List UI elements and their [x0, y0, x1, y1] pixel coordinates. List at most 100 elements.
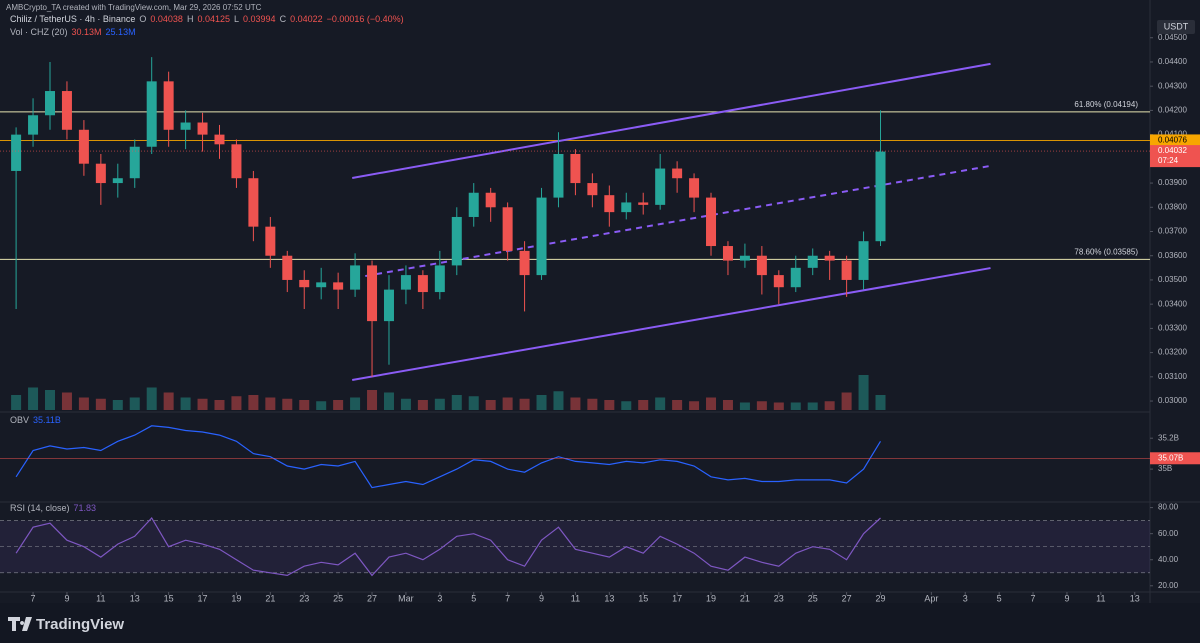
x-tick-label: 27: [842, 593, 852, 603]
x-tick-label: 11: [571, 593, 580, 603]
candle-body: [78, 129, 89, 164]
x-tick-label: 27: [367, 593, 377, 603]
candle-body: [790, 267, 801, 288]
last-price-box: [1150, 145, 1200, 168]
legend-item: OBV: [10, 415, 29, 425]
x-tick-label: Apr: [924, 593, 938, 603]
volume-bar: [807, 402, 818, 410]
y-tick-label: 40.00: [1158, 555, 1179, 564]
candle-body: [638, 202, 649, 205]
candle-body: [570, 154, 581, 184]
volume-bar: [112, 400, 123, 410]
candle-body: [875, 151, 886, 242]
indicator-line: [15, 425, 882, 489]
legend-item: O: [139, 14, 146, 24]
candle-body: [604, 195, 615, 213]
volume-bar: [706, 397, 717, 410]
candle-body: [231, 144, 242, 179]
y-tick-label: 0.03600: [1158, 251, 1187, 260]
candle-body: [400, 275, 411, 290]
candle-body: [95, 163, 106, 184]
x-tick-label: 25: [333, 593, 343, 603]
volume-bar: [180, 397, 191, 410]
y-tick-label: 20.00: [1158, 581, 1179, 590]
volume-bar: [316, 401, 327, 410]
volume-bar: [129, 397, 140, 410]
candle-body: [722, 246, 733, 261]
candle-body: [129, 146, 140, 179]
volume-bar: [367, 390, 378, 410]
volume-bar: [468, 396, 479, 410]
volume-bar: [350, 397, 361, 410]
volume-bar: [45, 390, 55, 410]
candle-body: [265, 226, 276, 256]
x-tick-label: 19: [231, 593, 241, 603]
legend-item: 35.11B: [33, 415, 61, 425]
obv-last-label: 35.07B: [1158, 453, 1183, 462]
legend-item: 0.04125: [197, 14, 230, 24]
x-tick-label: 21: [740, 593, 750, 603]
candle-body: [621, 202, 632, 213]
legend-item: Vol · CHZ (20): [10, 27, 68, 37]
candle-body: [451, 216, 462, 266]
candle-body: [468, 192, 479, 217]
y-tick-label: 0.04400: [1158, 57, 1187, 66]
volume-bar: [146, 387, 157, 410]
volume-bar: [333, 400, 344, 410]
volume-bar: [265, 397, 276, 410]
channel-line: [352, 62, 991, 179]
legend-item: −0.00016 (−0.40%): [327, 14, 404, 24]
candle-body: [655, 168, 666, 205]
candle-body: [214, 134, 225, 145]
x-tick-label: 13: [604, 593, 614, 603]
volume-bar: [197, 398, 208, 410]
volume-bar: [841, 392, 852, 410]
volume-bar: [739, 402, 750, 410]
volume-bar: [451, 395, 462, 410]
x-tick-label: 9: [1064, 593, 1069, 603]
y-tick-label: 35.2B: [1158, 433, 1179, 442]
candle-body: [689, 178, 700, 198]
x-tick-label: Mar: [398, 593, 414, 603]
candle-body: [61, 91, 72, 130]
logo: [8, 617, 32, 631]
x-tick-label: 7: [505, 593, 510, 603]
candle-body: [706, 197, 717, 247]
candle-body: [824, 255, 835, 261]
volume-bar: [790, 402, 801, 410]
volume-bar: [773, 402, 784, 410]
x-tick-label: 9: [64, 593, 69, 603]
x-tick-label: 15: [638, 593, 648, 603]
volume-bar: [214, 400, 225, 410]
candle-body: [858, 241, 869, 280]
candle-body: [672, 168, 683, 179]
y-tick-label: 0.03300: [1158, 323, 1187, 332]
legend-item: 0.03994: [243, 14, 276, 24]
candle-body: [756, 255, 767, 276]
volume-bar: [638, 400, 649, 410]
x-tick-label: 17: [672, 593, 682, 603]
volume-bar: [824, 401, 835, 410]
candle-body: [45, 91, 55, 116]
candle-body: [773, 275, 784, 288]
x-tick-label: 5: [471, 593, 476, 603]
brand: TradingView: [36, 616, 124, 633]
volume-bar: [95, 398, 106, 410]
volume-bar: [248, 395, 259, 410]
channel-line: [365, 164, 991, 278]
y-tick-label: 0.03400: [1158, 299, 1187, 308]
legend: OBV 35.11B: [10, 415, 61, 425]
legend: Vol · CHZ (20) 30.13M 25.13M: [10, 27, 136, 37]
currency-box: [1157, 20, 1195, 34]
y-tick-label: 0.03200: [1158, 348, 1187, 357]
candle-body: [739, 255, 750, 261]
candle-body: [197, 122, 208, 135]
candle-body: [248, 178, 259, 227]
candle-body: [587, 183, 598, 196]
y-tick-label: 60.00: [1158, 529, 1179, 538]
volume-bar: [587, 398, 598, 410]
candle-body: [367, 265, 378, 322]
currency: USDT: [1164, 21, 1189, 31]
